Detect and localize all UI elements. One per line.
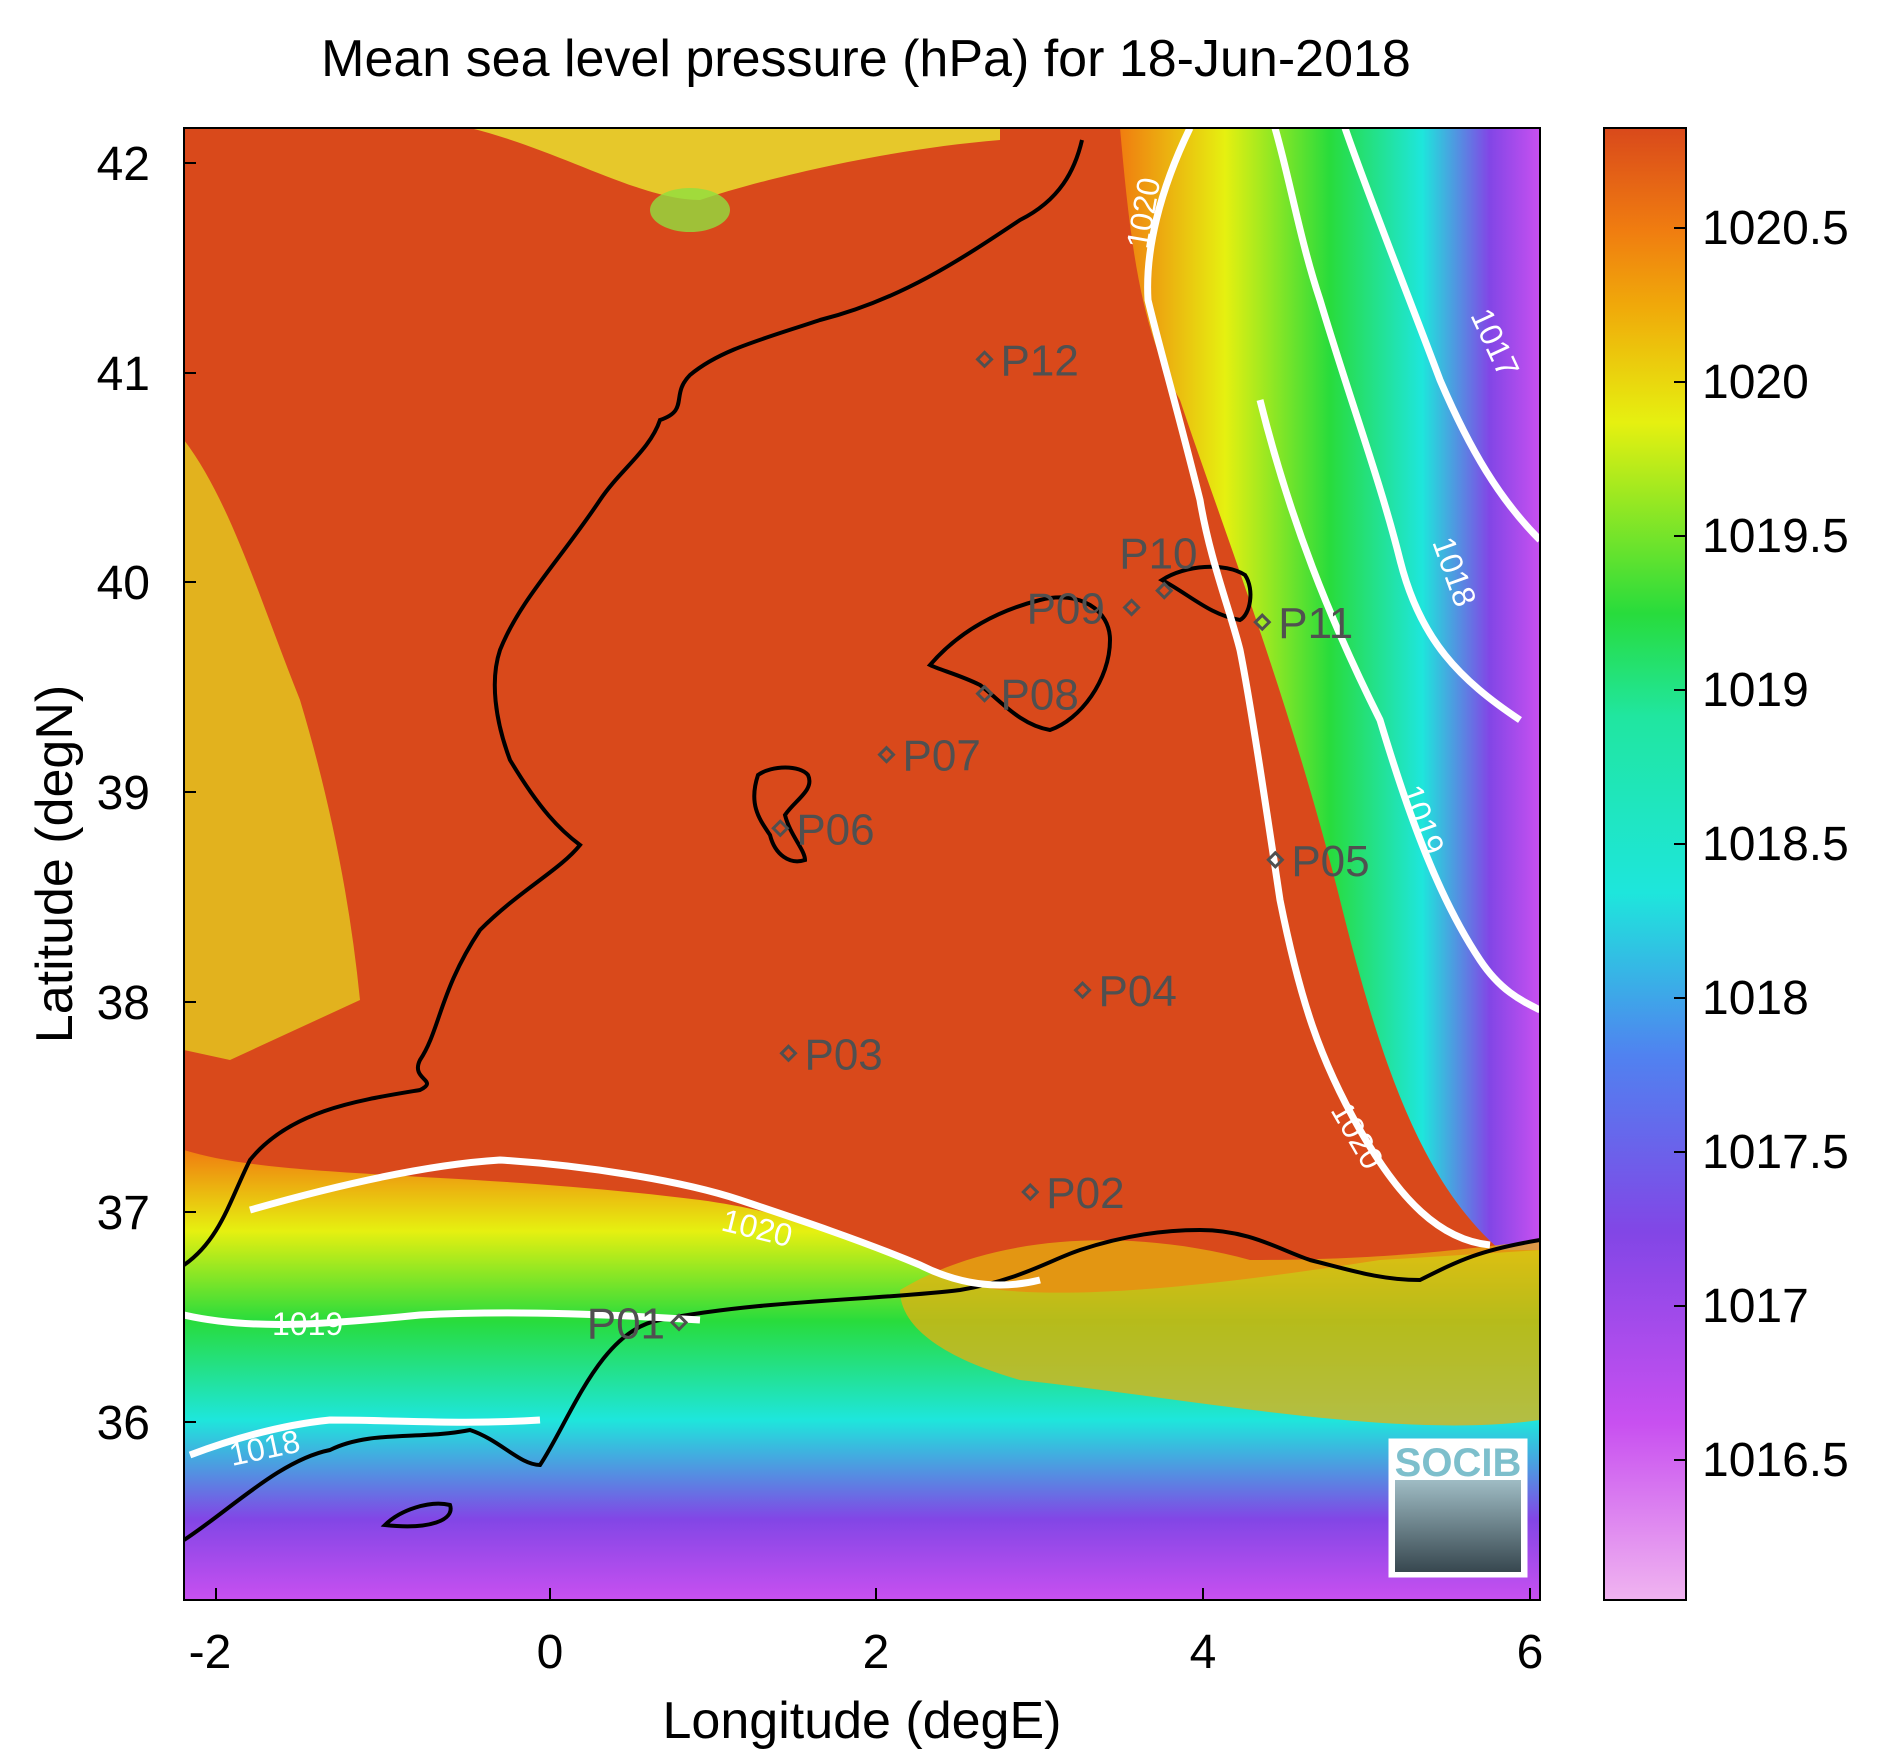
colorbar-tick-label: 1020.5 xyxy=(1702,202,1849,255)
plot-frame xyxy=(183,127,1541,1601)
station-point: P10 xyxy=(1119,530,1198,600)
colorbar-tick-label: 1017.5 xyxy=(1702,1126,1849,1179)
station-marker xyxy=(877,745,896,764)
south-pressure-gradient xyxy=(184,1150,1540,1600)
y-tick-label: 41 xyxy=(97,348,150,401)
colorbar-tick-label: 1018 xyxy=(1702,972,1809,1025)
ibiza-coastline xyxy=(752,765,812,864)
menorca-coastline xyxy=(1158,564,1253,623)
station-label: P04 xyxy=(1099,967,1177,1016)
x-axis: -2 0 2 4 6 xyxy=(189,1588,1544,1679)
station-marker xyxy=(771,819,790,838)
station-label: P07 xyxy=(903,732,981,781)
colorbar-ticks: 1020.5 1020 1019.5 1019 1018.5 1018 1017… xyxy=(1674,202,1849,1487)
colorbar-tick-label: 1017 xyxy=(1702,1280,1809,1333)
north-land-patch xyxy=(650,188,730,232)
east-pressure-gradient xyxy=(1120,128,1540,1250)
y-axis-label: Latitude (degN) xyxy=(26,685,84,1043)
station-marker xyxy=(975,350,994,369)
africa-land-tint xyxy=(900,1240,1540,1426)
station-point: P09 xyxy=(1027,584,1141,633)
station-label: P03 xyxy=(804,1030,882,1079)
y-tick-label: 42 xyxy=(97,138,150,191)
logo-water xyxy=(1395,1480,1521,1572)
station-point: P02 xyxy=(1021,1169,1125,1218)
x-tick-label: 4 xyxy=(1190,1626,1217,1679)
station-marker xyxy=(669,1313,689,1332)
station-point: P01 xyxy=(587,1299,689,1348)
african-coastline xyxy=(184,1227,1540,1542)
y-tick-label: 40 xyxy=(97,557,150,610)
station-marker xyxy=(975,684,994,703)
colorbar-tick-label: 1016.5 xyxy=(1702,1434,1849,1487)
y-tick-label: 38 xyxy=(97,977,150,1030)
contour-1020-south xyxy=(249,1156,1041,1289)
x-tick-label: 0 xyxy=(537,1626,564,1679)
station-point: P12 xyxy=(975,336,1079,385)
station-point: P04 xyxy=(1073,967,1177,1016)
x-tick-label: 6 xyxy=(1517,1626,1544,1679)
colorbar xyxy=(1603,127,1687,1601)
station-label: P11 xyxy=(1278,599,1353,648)
station-label: P06 xyxy=(796,805,874,854)
y-tick-label: 37 xyxy=(97,1187,150,1240)
station-point: P07 xyxy=(877,732,981,781)
station-marker xyxy=(1266,850,1285,869)
contour-1018-east xyxy=(1271,128,1522,723)
station-marker xyxy=(1073,981,1092,1000)
station-label: P09 xyxy=(1027,584,1105,633)
iberia-land-tint xyxy=(184,440,360,1060)
colorbar-tick-label: 1019 xyxy=(1702,664,1809,717)
y-axis: 42 41 40 39 38 37 36 xyxy=(97,138,196,1450)
station-label: P01 xyxy=(587,1299,665,1348)
contour-1018-south xyxy=(188,1416,541,1459)
iberian-coastline xyxy=(184,139,1084,1267)
logo-text: SOCIB xyxy=(1395,1441,1522,1485)
contour-1019-east xyxy=(1256,399,1540,1014)
mallorca-coastline xyxy=(926,595,1113,733)
coastlines xyxy=(184,139,1540,1542)
station-point: P05 xyxy=(1266,837,1370,886)
pyrenees-land-tint xyxy=(470,128,1000,200)
station-label: P12 xyxy=(1001,336,1079,385)
contour-label: 1019 xyxy=(272,1306,343,1342)
contour-1019-south xyxy=(184,1309,701,1328)
station-points: P01 P02 P03 P04 P05 P06 P07 P08 P09 P10 P11 P12 xyxy=(587,336,1370,1348)
station-label: P08 xyxy=(1001,671,1079,720)
station-label: P02 xyxy=(1046,1169,1124,1218)
colorbar-tick-label: 1020 xyxy=(1702,356,1809,409)
station-marker xyxy=(1155,581,1174,600)
station-point: P08 xyxy=(975,671,1079,720)
station-marker xyxy=(1122,598,1141,617)
colorbar-tick-label: 1019.5 xyxy=(1702,510,1849,563)
x-tick-label: 2 xyxy=(863,1626,890,1679)
station-marker xyxy=(1021,1182,1040,1202)
x-tick-label: -2 xyxy=(189,1626,232,1679)
station-label: P05 xyxy=(1291,837,1369,886)
contour-1017-east xyxy=(1341,128,1540,543)
station-point: P03 xyxy=(779,1030,883,1079)
station-point: P06 xyxy=(771,805,875,854)
station-marker xyxy=(779,1044,798,1063)
alboran-coastline xyxy=(380,1501,453,1529)
station-label: P10 xyxy=(1119,530,1197,579)
socib-logo: SOCIB xyxy=(1388,1438,1528,1578)
y-tick-label: 36 xyxy=(97,1397,150,1450)
x-axis-label: Longitude (degE) xyxy=(663,1692,1062,1750)
station-marker xyxy=(1253,613,1272,632)
contours xyxy=(184,128,1540,1459)
pressure-field xyxy=(184,128,1540,1600)
y-tick-label: 39 xyxy=(97,767,150,820)
colorbar-tick-label: 1018.5 xyxy=(1702,818,1849,871)
contour-1020-east xyxy=(1144,128,1491,1249)
chart-title: Mean sea level pressure (hPa) for 18-Jun… xyxy=(321,30,1411,88)
station-point: P11 xyxy=(1253,599,1353,648)
